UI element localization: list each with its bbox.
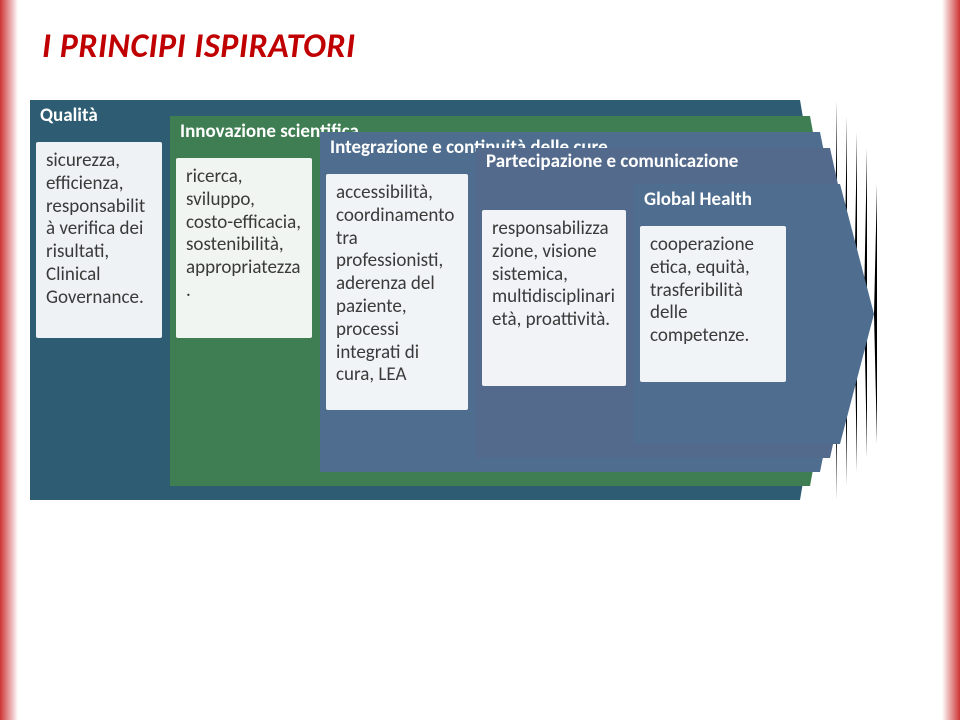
- card-a3: responsabilizzazione, visione sistemica,…: [480, 208, 628, 388]
- page-title: I PRINCIPI ISPIRATORI: [42, 26, 356, 67]
- card-a4: cooperazione etica, equità, trasferibili…: [638, 224, 788, 384]
- arrow-head-a4: [840, 184, 877, 444]
- card-a2: accessibilità, coordinamento tra profess…: [324, 172, 470, 412]
- accent-left: [0, 0, 18, 720]
- card-a1: ricerca, sviluppo, costo-efficacia, sost…: [174, 156, 314, 340]
- card-a0: sicurezza, efficienza, responsabilità ve…: [34, 140, 164, 340]
- diagram-stage: QualitàInnovazione scientificaIntegrazio…: [30, 100, 930, 520]
- accent-right: [942, 0, 960, 720]
